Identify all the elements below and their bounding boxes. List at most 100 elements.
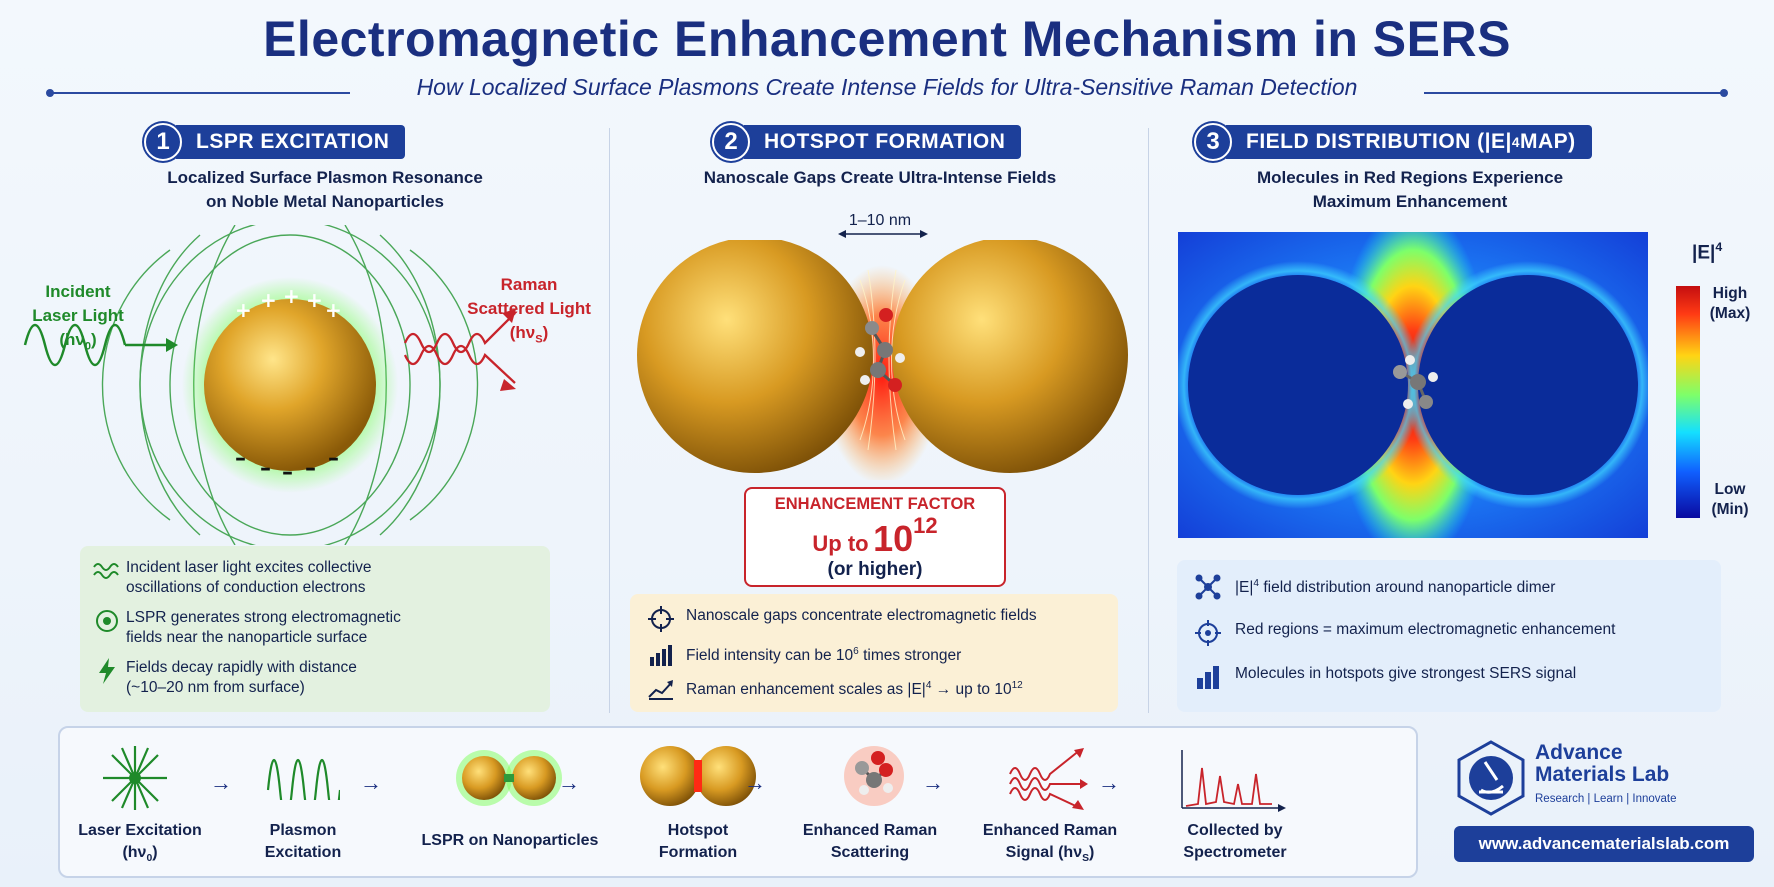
section1-number: 1 bbox=[144, 123, 182, 161]
svg-text:–: – bbox=[282, 460, 293, 485]
list-item-text: Nanoscale gaps concentrate electromagnet… bbox=[686, 607, 1037, 624]
scattered-wave bbox=[403, 344, 516, 384]
step-line2-sub: S bbox=[1082, 853, 1090, 865]
scattered-wave bbox=[403, 312, 516, 354]
sup: 6 bbox=[853, 646, 859, 657]
section3-subtitle-line1: Molecules in Red Regions Experience bbox=[1256, 168, 1564, 187]
step-line2-end: ) bbox=[152, 844, 158, 861]
step-line2-end: ) bbox=[1089, 844, 1095, 861]
sup: 4 bbox=[1253, 578, 1260, 589]
legend-title-sup: 4 bbox=[1715, 240, 1723, 254]
scattered-arrowhead bbox=[502, 309, 516, 323]
svg-text:+: + bbox=[260, 288, 277, 312]
workflow-step-lspr: LSPR on Nanoparticles bbox=[410, 830, 610, 852]
svg-text:–: – bbox=[235, 446, 246, 471]
bar-chart-icon bbox=[642, 642, 680, 668]
list-item-text: LSPR generates strong electromagnetic fie… bbox=[126, 608, 401, 648]
section3-subtitle: Molecules in Red Regions Experience Maxi… bbox=[1160, 166, 1660, 214]
subtitle-row: How Localized Surface Plasmons Create In… bbox=[46, 70, 1728, 104]
brand-name: Advance Materials Lab bbox=[1535, 742, 1669, 786]
line: fields near the nanoparticle surface bbox=[126, 629, 368, 646]
subtitle-rule-right bbox=[1424, 92, 1724, 94]
section3-number: 3 bbox=[1194, 123, 1232, 161]
scattered-arrowhead bbox=[500, 379, 516, 391]
step-line1: Hotspot bbox=[667, 822, 729, 839]
legend-low-label: Low (Min) bbox=[1700, 480, 1760, 520]
brand-name-line2: Materials Lab bbox=[1535, 763, 1670, 786]
step-line2: Excitation bbox=[264, 844, 342, 861]
field-heatmap bbox=[1178, 232, 1648, 538]
legend-title: |E|4 bbox=[1692, 240, 1722, 264]
list-item: Fields decay rapidly with distance (~10–2… bbox=[88, 658, 357, 698]
incident-arrowhead bbox=[166, 338, 178, 352]
workflow-step-laser: Laser Excitation (hν0) bbox=[70, 820, 210, 870]
section3-info-panel: |E|4 field distribution around nanoparti… bbox=[1177, 560, 1721, 712]
sup: 4 bbox=[925, 680, 932, 691]
section2-header: 2 HOTSPOT FORMATION bbox=[712, 123, 1022, 161]
list-item: LSPR generates strong electromagnetic fie… bbox=[88, 608, 401, 648]
workflow-arrow: → bbox=[1098, 770, 1120, 795]
incident-line1: Incident bbox=[45, 282, 111, 301]
positive-charges: + + + + + bbox=[235, 284, 342, 322]
raman-line2: Scattered Light bbox=[467, 299, 591, 318]
molecule-icon bbox=[855, 308, 905, 392]
text-after: field distribution around nanoparticle d… bbox=[1259, 579, 1556, 597]
brand-url-link[interactable]: www.advancematerialslab.com bbox=[1454, 826, 1754, 862]
enhancement-factor-box: ENHANCEMENT FACTOR Up to 1012 (or higher… bbox=[744, 487, 1006, 587]
crosshair-icon bbox=[1189, 620, 1227, 646]
brand-name-line1: Advance bbox=[1535, 741, 1623, 764]
line: LSPR generates strong electromagnetic bbox=[126, 609, 401, 626]
workflow-step-plasmon: Plasmon Excitation bbox=[238, 820, 368, 864]
section1-info-panel: Incident laser light excites collective o… bbox=[80, 546, 550, 712]
section3-label-end: MAP) bbox=[1520, 130, 1576, 153]
step-line2: (hν0) bbox=[70, 842, 210, 870]
legend-title-text: |E| bbox=[1692, 242, 1716, 264]
list-item-text: Red regions = maximum electromagnetic en… bbox=[1235, 621, 1616, 638]
line: (Min) bbox=[1711, 501, 1749, 518]
enhancement-value: Up to 1012 bbox=[746, 513, 1004, 560]
workflow-step-spectrometer: Collected by Spectrometer bbox=[1160, 820, 1310, 864]
section2-info-panel: Nanoscale gaps concentrate electromagnet… bbox=[630, 594, 1118, 712]
line: Fields decay rapidly with distance bbox=[126, 659, 357, 676]
gap-arrows bbox=[838, 230, 928, 238]
divider-dot bbox=[1720, 89, 1728, 97]
section1-label: LSPR EXCITATION bbox=[176, 125, 406, 159]
list-item: |E|4 field distribution around nanoparti… bbox=[1189, 574, 1555, 600]
legend-high-label: High (Max) bbox=[1700, 284, 1760, 324]
list-item-text: Incident laser light excites collective o… bbox=[126, 558, 372, 598]
list-item-text: Molecules in hotspots give strongest SER… bbox=[1235, 665, 1577, 682]
step-line1: Laser Excitation bbox=[78, 822, 202, 839]
step-line1: Collected by bbox=[1187, 822, 1283, 839]
section3-header: 3 FIELD DISTRIBUTION (|E| 4 MAP) bbox=[1194, 123, 1592, 161]
svg-text:+: + bbox=[283, 284, 300, 308]
incident-formula: (hν0) bbox=[59, 330, 97, 353]
plasmon-wave-icon bbox=[266, 758, 340, 800]
left-nanoparticle bbox=[637, 240, 873, 473]
step-line1: LSPR on Nanoparticles bbox=[421, 832, 599, 849]
workflow-strip: → → → → → → Laser Excitation (hν0) Plasm… bbox=[58, 726, 1418, 878]
target-icon bbox=[88, 608, 126, 634]
text: Field intensity can be 10 bbox=[686, 647, 854, 665]
step-line1: Plasmon bbox=[269, 822, 337, 839]
bar-chart-icon bbox=[1189, 664, 1227, 690]
subtitle-rule-left bbox=[50, 92, 350, 94]
wave-icon bbox=[88, 558, 126, 584]
section2-subtitle: Nanoscale Gaps Create Ultra-Intense Fiel… bbox=[703, 168, 1057, 187]
enhancement-base: 10 bbox=[873, 518, 914, 559]
section1-subtitle: Localized Surface Plasmon Resonance on N… bbox=[80, 166, 570, 214]
line: High bbox=[1712, 285, 1748, 302]
line: Incident laser light excites collective bbox=[126, 559, 372, 576]
right-particle-region bbox=[1418, 275, 1638, 495]
step-line2: Formation bbox=[658, 844, 738, 861]
text-after: → up to 10 bbox=[931, 681, 1012, 699]
svg-text:–: – bbox=[260, 456, 271, 481]
section1-subtitle-line1: Localized Surface Plasmon Resonance bbox=[167, 168, 483, 187]
lspr-nanoparticles-icon bbox=[456, 750, 562, 806]
lspr-illustration: + + + + + – – – – – bbox=[23, 225, 516, 545]
negative-charges: – – – – – bbox=[235, 446, 339, 485]
line: (Max) bbox=[1709, 305, 1751, 322]
enhancement-exponent: 12 bbox=[913, 513, 938, 538]
sup: 12 bbox=[1011, 680, 1023, 691]
workflow-step-raman-scattering: Enhanced Raman Scattering bbox=[790, 820, 950, 864]
crosshair-icon bbox=[642, 606, 680, 632]
